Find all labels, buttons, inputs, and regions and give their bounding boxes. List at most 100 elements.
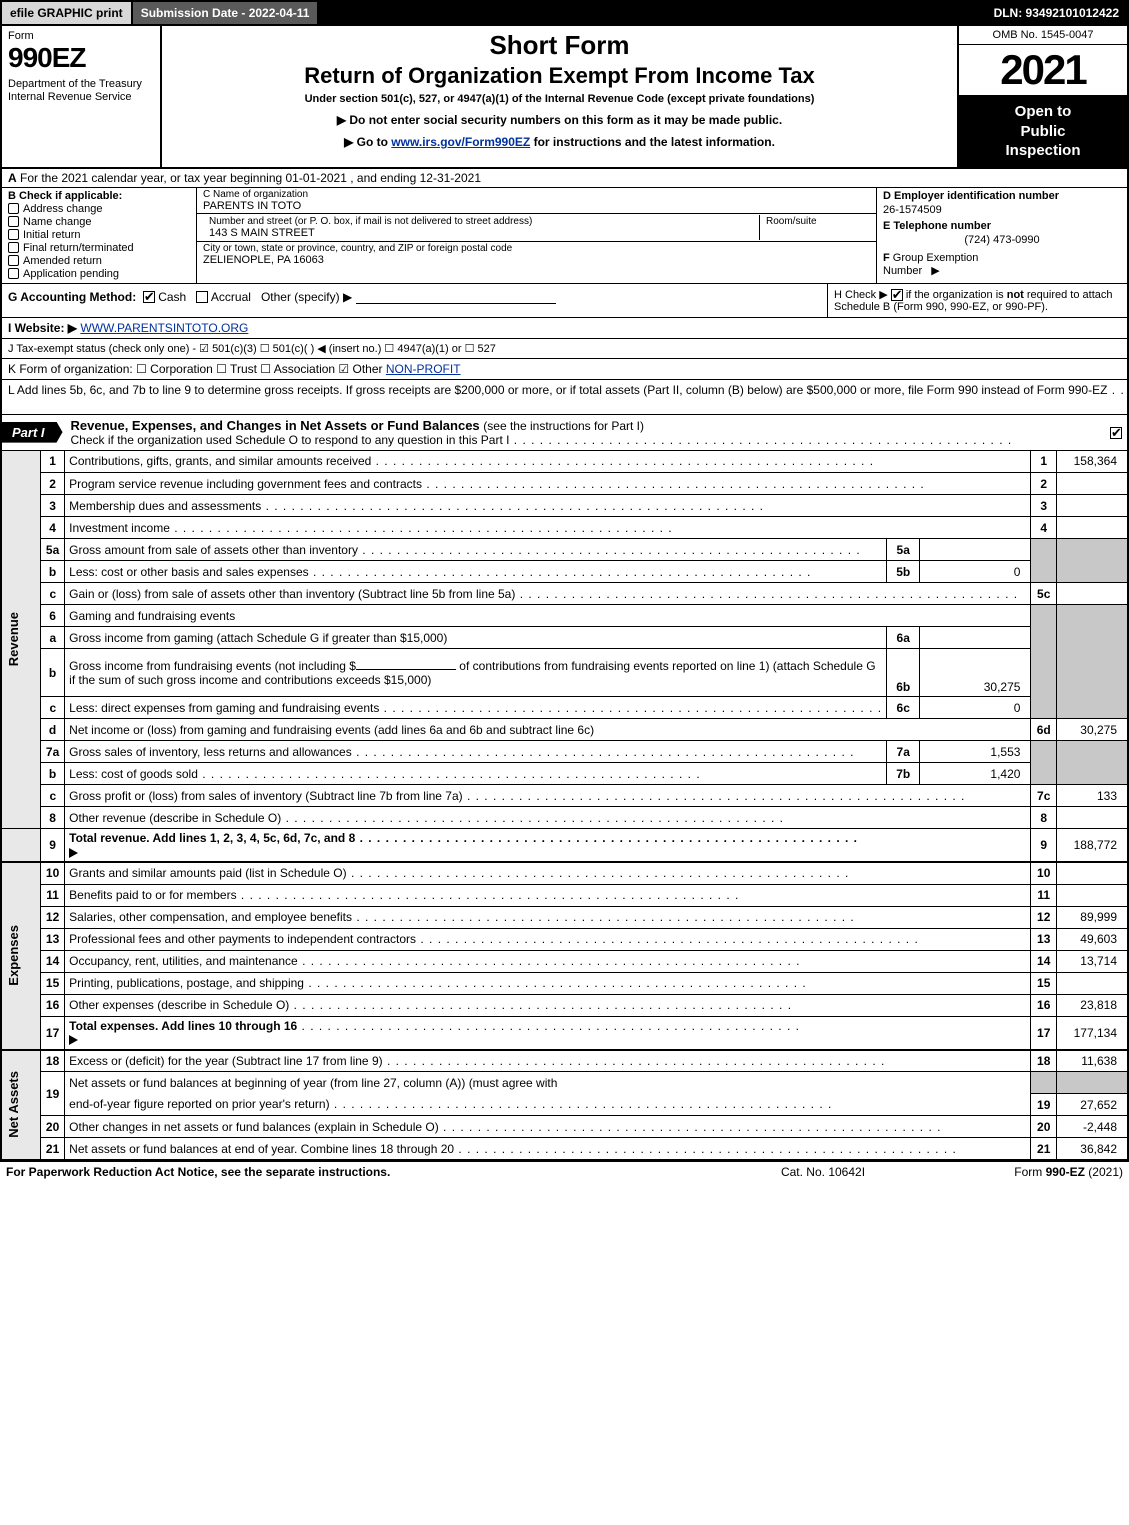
tax-exempt-status: J Tax-exempt status (check only one) - ☑… <box>0 339 1129 359</box>
chk-label: Amended return <box>23 255 102 267</box>
line-13: 13Professional fees and other payments t… <box>1 928 1128 950</box>
k-text: K Form of organization: ☐ Corporation ☐ … <box>8 362 386 376</box>
box-val <box>1057 807 1128 829</box>
mini-val <box>920 539 1031 561</box>
line-19a: 19 Net assets or fund balances at beginn… <box>1 1072 1128 1094</box>
short-form-title: Short Form <box>170 30 949 61</box>
line-7b: b Less: cost of goods sold 7b 1,420 <box>1 763 1128 785</box>
line-7c: c Gross profit or (loss) from sales of i… <box>1 785 1128 807</box>
line-desc: Gross income from gaming (attach Schedul… <box>65 627 887 649</box>
chk-label: Application pending <box>23 268 119 280</box>
box-shade <box>1031 605 1057 719</box>
line-num: 21 <box>41 1138 65 1160</box>
check-initial-return[interactable]: Initial return <box>8 229 190 241</box>
group-exemption: F Group ExemptionNumber ▶ <box>883 252 1121 277</box>
box-num: 9 <box>1031 829 1057 863</box>
box-val: 11,638 <box>1057 1050 1128 1072</box>
line-desc: Printing, publications, postage, and shi… <box>69 976 1026 990</box>
line-num: 9 <box>41 829 65 863</box>
line-num: 20 <box>41 1116 65 1138</box>
h-not: not <box>1007 289 1024 301</box>
line-6a: a Gross income from gaming (attach Sched… <box>1 627 1128 649</box>
box-shade <box>1057 605 1128 719</box>
accounting-method: G Accounting Method: Cash Accrual Other … <box>2 284 827 317</box>
line-4: 4 Investment income 4 <box>1 517 1128 539</box>
omb-number: OMB No. 1545-0047 <box>959 26 1127 45</box>
nonprofit-link[interactable]: NON-PROFIT <box>386 362 461 376</box>
check-address-change[interactable]: Address change <box>8 203 190 215</box>
revenue-rotated: Revenue <box>1 451 41 829</box>
line-5c: c Gain or (loss) from sale of assets oth… <box>1 583 1128 605</box>
ein-value: 26-1574509 <box>883 204 1121 216</box>
netassets-rotated: Net Assets <box>1 1050 41 1160</box>
line-desc: Net assets or fund balances at end of ye… <box>69 1142 1026 1156</box>
box-num: 16 <box>1031 994 1057 1016</box>
line-11: 11Benefits paid to or for members11 <box>1 884 1128 906</box>
line-desc: Net income or (loss) from gaming and fun… <box>69 723 594 737</box>
cash-label: Cash <box>158 290 186 304</box>
check-accrual[interactable] <box>196 291 208 303</box>
box-val: 49,603 <box>1057 928 1128 950</box>
line-desc: Program service revenue including govern… <box>69 477 1026 491</box>
col-b: B Check if applicable: Address change Na… <box>2 188 197 283</box>
check-amended-return[interactable]: Amended return <box>8 255 190 267</box>
line-num: 12 <box>41 906 65 928</box>
line-num: 11 <box>41 884 65 906</box>
website-link[interactable]: WWW.PARENTSINTOTO.ORG <box>80 321 248 335</box>
gross-receipts-note: L Add lines 5b, 6c, and 7b to line 9 to … <box>0 380 1129 415</box>
line-num: 3 <box>41 495 65 517</box>
box-num: 15 <box>1031 972 1057 994</box>
section-bcd: B Check if applicable: Address change Na… <box>0 188 1129 284</box>
box-num: 10 <box>1031 862 1057 884</box>
website-row: I Website: ▶ WWW.PARENTSINTOTO.ORG <box>0 318 1129 339</box>
footer-right: Form 990-EZ (2021) <box>923 1165 1123 1179</box>
irs-link[interactable]: www.irs.gov/Form990EZ <box>391 135 530 149</box>
line-desc: Other expenses (describe in Schedule O) <box>69 998 1026 1012</box>
inspect-2: Public <box>1020 123 1065 140</box>
chk-label: Address change <box>23 203 103 215</box>
part1-checkbox[interactable] <box>1110 427 1122 439</box>
efile-tile[interactable]: efile GRAPHIC print <box>2 2 133 24</box>
col-def: D Employer identification number 26-1574… <box>877 188 1127 283</box>
check-cash[interactable] <box>143 291 155 303</box>
website-label: I Website: ▶ <box>8 321 77 335</box>
form-of-organization: K Form of organization: ☐ Corporation ☐ … <box>0 359 1129 380</box>
part1-check-note: Check if the organization used Schedule … <box>71 433 1097 447</box>
box-val: 188,772 <box>1057 829 1128 863</box>
line-12: 12Salaries, other compensation, and empl… <box>1 906 1128 928</box>
box-val: 30,275 <box>1057 719 1128 741</box>
line-desc: Less: cost of goods sold <box>69 767 882 781</box>
line-desc: Contributions, gifts, grants, and simila… <box>69 454 1026 468</box>
box-num: 12 <box>1031 906 1057 928</box>
other-blank <box>356 292 556 304</box>
mini-num: 5a <box>887 539 920 561</box>
box-shade <box>1031 741 1057 785</box>
check-final-return[interactable]: Final return/terminated <box>8 242 190 254</box>
part1-title: Revenue, Expenses, and Changes in Net As… <box>63 415 1105 450</box>
org-name-value: PARENTS IN TOTO <box>203 200 870 212</box>
l-text: L Add lines 5b, 6c, and 7b to line 9 to … <box>8 383 1129 411</box>
box-val <box>1057 495 1128 517</box>
line-num: d <box>41 719 65 741</box>
line-6c: c Less: direct expenses from gaming and … <box>1 697 1128 719</box>
mini-val: 0 <box>920 697 1031 719</box>
top-bar: efile GRAPHIC print Submission Date - 20… <box>0 0 1129 26</box>
topbar-spacer <box>319 2 985 24</box>
check-application-pending[interactable]: Application pending <box>8 268 190 280</box>
mini-num: 7b <box>887 763 920 785</box>
checkbox-icon <box>8 255 19 266</box>
line-num: 7a <box>41 741 65 763</box>
mini-val: 1,420 <box>920 763 1031 785</box>
box-val: 36,842 <box>1057 1138 1128 1160</box>
expenses-label: Expenses <box>6 925 21 986</box>
schedule-b-check: H Check ▶ if the organization is not req… <box>827 284 1127 317</box>
box-val: -2,448 <box>1057 1116 1128 1138</box>
org-name-label: C Name of organization <box>203 189 870 200</box>
check-name-change[interactable]: Name change <box>8 216 190 228</box>
mini-num: 6c <box>887 697 920 719</box>
line-3: 3 Membership dues and assessments 3 <box>1 495 1128 517</box>
check-schedule-b[interactable] <box>891 289 903 301</box>
dept-irs: Internal Revenue Service <box>8 91 154 104</box>
line-num: b <box>41 763 65 785</box>
box-num: 19 <box>1031 1094 1057 1116</box>
